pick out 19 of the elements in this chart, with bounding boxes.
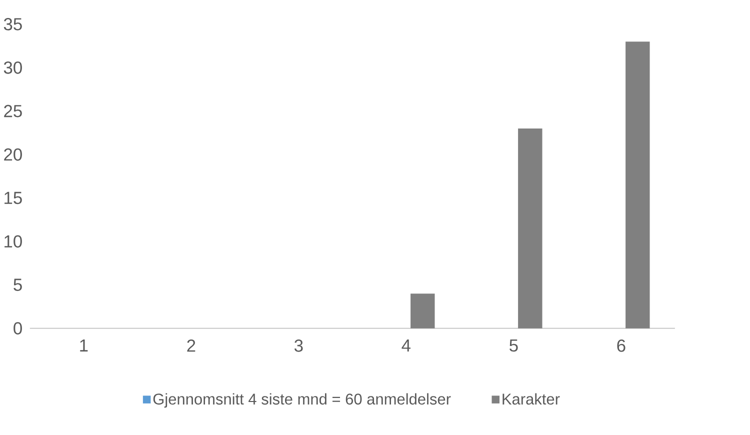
x-tick-label: 2	[187, 340, 196, 352]
x-tick-label: 4	[402, 340, 411, 352]
bar	[626, 42, 650, 328]
bar	[518, 128, 542, 328]
y-tick-label: 35	[4, 18, 22, 30]
y-tick-label: 25	[4, 104, 22, 118]
y-tick-label: 5	[14, 278, 22, 292]
y-tick-label: 15	[4, 192, 22, 204]
y-tick-label: 30	[4, 62, 22, 74]
x-tick-label: 6	[617, 340, 626, 352]
x-tick-label: 1	[80, 340, 88, 352]
x-tick-label: 3	[294, 340, 303, 352]
bar	[410, 294, 435, 328]
legend-label: Gjennomsnitt 4 siste mnd = 60 anmeldelser	[153, 393, 451, 408]
x-tick-label: 5	[510, 340, 518, 352]
y-tick-label: 10	[4, 235, 22, 248]
y-tick-label: 0	[14, 322, 22, 335]
y-tick-label: 20	[4, 148, 22, 161]
legend-label: Karakter	[502, 393, 560, 405]
